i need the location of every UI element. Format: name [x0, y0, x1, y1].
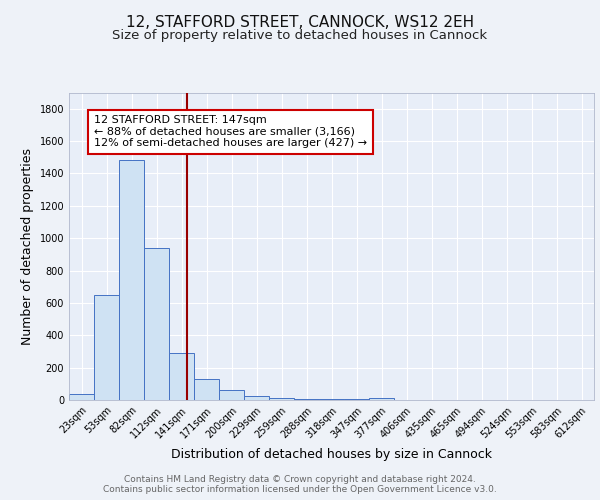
Text: Size of property relative to detached houses in Cannock: Size of property relative to detached ho… — [112, 29, 488, 42]
Text: Contains HM Land Registry data © Crown copyright and database right 2024.
Contai: Contains HM Land Registry data © Crown c… — [103, 474, 497, 494]
Bar — [194, 379, 219, 400]
Bar — [169, 353, 194, 400]
Text: 12 STAFFORD STREET: 147sqm
← 88% of detached houses are smaller (3,166)
12% of s: 12 STAFFORD STREET: 147sqm ← 88% of deta… — [94, 115, 367, 148]
Bar — [244, 396, 269, 400]
Bar — [94, 295, 119, 400]
X-axis label: Distribution of detached houses by size in Cannock: Distribution of detached houses by size … — [171, 448, 492, 461]
Bar — [269, 398, 294, 400]
Bar — [119, 160, 144, 400]
Text: 12, STAFFORD STREET, CANNOCK, WS12 2EH: 12, STAFFORD STREET, CANNOCK, WS12 2EH — [126, 15, 474, 30]
Bar — [219, 390, 244, 400]
Bar — [369, 398, 394, 400]
Bar — [69, 394, 94, 400]
Y-axis label: Number of detached properties: Number of detached properties — [21, 148, 34, 345]
Bar — [144, 248, 169, 400]
